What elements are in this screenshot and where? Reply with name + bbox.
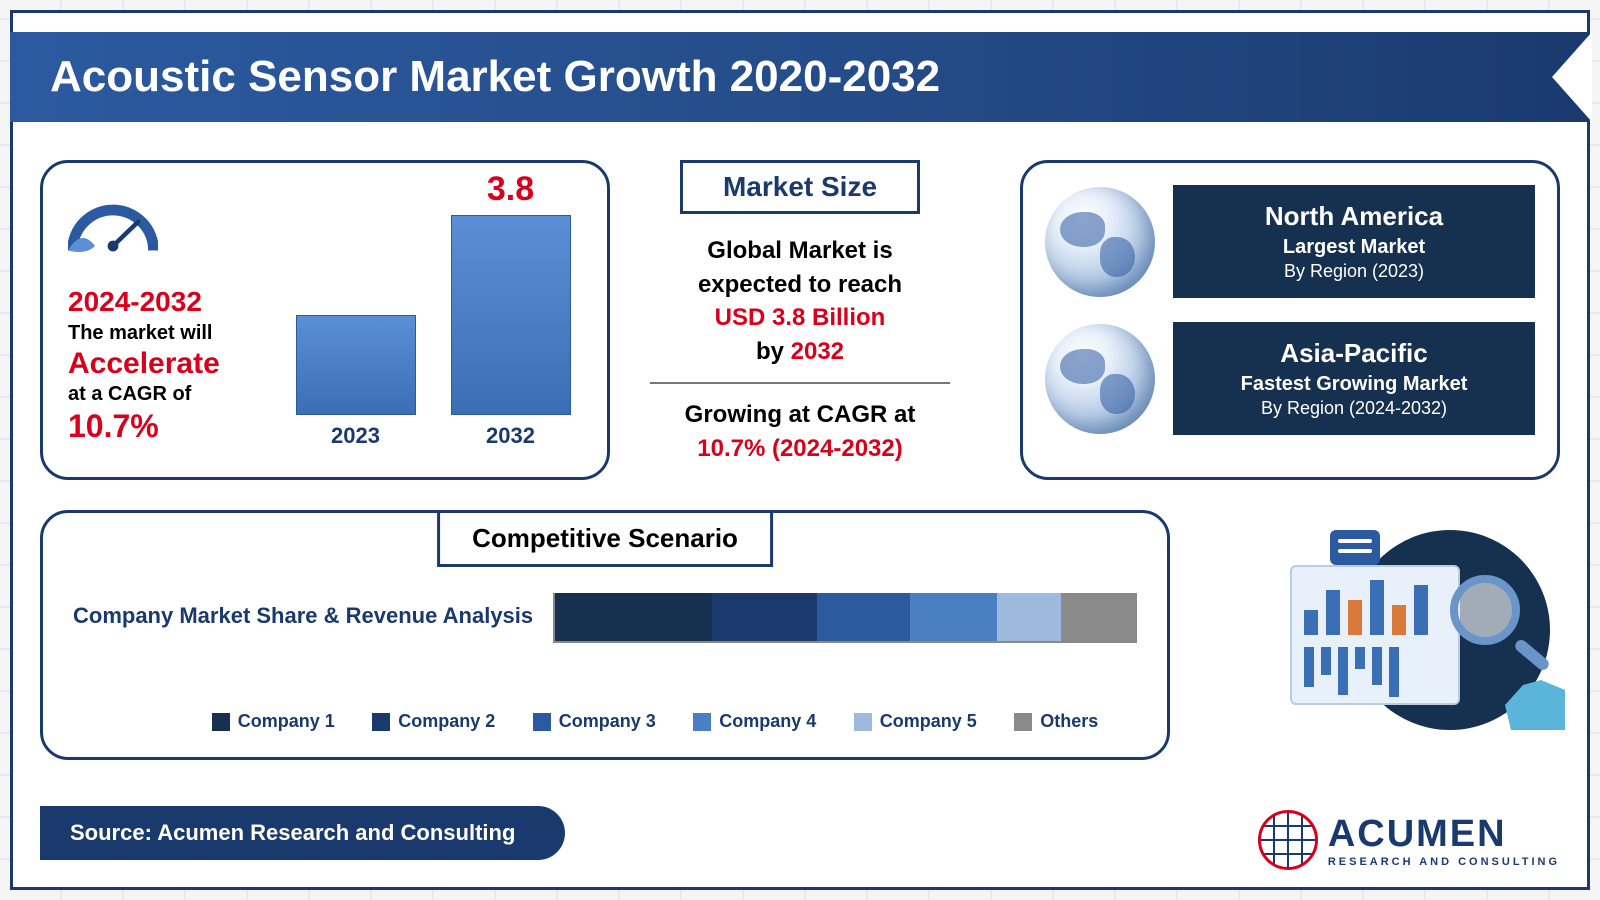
region-banner: Asia-Pacific Fastest Growing MarketBy Reg…: [1173, 322, 1535, 435]
stacked-segment: [910, 593, 997, 641]
stacked-bar-chart: [553, 593, 1137, 643]
legend-label: Others: [1040, 711, 1098, 732]
legend-item: Company 1: [212, 711, 335, 732]
bar-label: 2023: [331, 423, 380, 449]
legend-swatch: [693, 713, 711, 731]
legend-swatch: [212, 713, 230, 731]
title-banner: Acoustic Sensor Market Growth 2020-2032: [10, 32, 1590, 122]
bar-rect: [451, 215, 571, 415]
stacked-segment: [1061, 593, 1137, 641]
panel-accelerate: 2024-2032 The market will Accelerate at …: [40, 160, 610, 480]
bar-rect: [296, 315, 416, 415]
market-size-line: by 2032: [640, 335, 960, 369]
analytics-illustration: [1290, 520, 1550, 750]
stacked-segment: [997, 593, 1061, 641]
acumen-logo: ACUMEN RESEARCH AND CONSULTING: [1258, 810, 1560, 870]
legend-item: Company 5: [854, 711, 977, 732]
region-name: Asia-Pacific: [1193, 338, 1515, 369]
region-banner: North America Largest MarketBy Region (20…: [1173, 185, 1535, 298]
dashboard-icon: [1290, 565, 1460, 705]
region-sub2: By Region (2023): [1193, 261, 1515, 282]
speech-bubble-icon: [1330, 530, 1380, 565]
region-sub2: By Region (2024-2032): [1193, 398, 1515, 419]
accel-cagr: 10.7%: [68, 408, 268, 445]
bar-value: 3.8: [487, 170, 534, 209]
stacked-segment: [712, 593, 817, 641]
panel-competitive: Competitive Scenario Company Market Shar…: [40, 510, 1170, 760]
market-size-line: Global Market is: [640, 234, 960, 268]
legend-swatch: [1014, 713, 1032, 731]
market-size-line: 10.7% (2024-2032): [640, 432, 960, 466]
panel-regions: North AmericaLargest MarketBy Region (20…: [1020, 160, 1560, 480]
legend-swatch: [854, 713, 872, 731]
bar-label: 2032: [486, 423, 535, 449]
logo-subtitle: RESEARCH AND CONSULTING: [1328, 856, 1560, 868]
accel-line1: The market will: [68, 322, 268, 345]
region-sub1: Fastest Growing Market: [1193, 373, 1515, 396]
market-size-block: Market Size Global Market isexpected to …: [640, 160, 960, 466]
legend-label: Company 5: [880, 711, 977, 732]
growth-bar-chart: 20233.82032: [278, 179, 588, 449]
source-label: Source: Acumen Research and Consulting: [40, 806, 565, 860]
bar-group: 2023: [296, 275, 416, 449]
accel-period: 2024-2032: [68, 286, 268, 318]
legend-item: Company 3: [533, 711, 656, 732]
legend-swatch: [372, 713, 390, 731]
region-row: Asia-Pacific Fastest Growing MarketBy Reg…: [1045, 322, 1535, 435]
logo-globe-icon: [1258, 810, 1318, 870]
market-size-line: Growing at CAGR at: [640, 398, 960, 432]
legend-label: Company 3: [559, 711, 656, 732]
logo-name: ACUMEN: [1328, 813, 1560, 856]
region-sub1: Largest Market: [1193, 236, 1515, 259]
legend-label: Company 2: [398, 711, 495, 732]
stacked-segment: [817, 593, 910, 641]
legend-label: Company 4: [719, 711, 816, 732]
market-size-line: expected to reach: [640, 268, 960, 302]
legend-item: Company 2: [372, 711, 495, 732]
gauge-icon: [68, 193, 158, 263]
region-row: North America Largest MarketBy Region (20…: [1045, 185, 1535, 298]
legend-label: Company 1: [238, 711, 335, 732]
market-size-below: Growing at CAGR at10.7% (2024-2032): [640, 398, 960, 465]
competitive-label: Company Market Share & Revenue Analysis: [73, 603, 533, 629]
stacked-segment: [555, 593, 712, 641]
market-size-body: Global Market isexpected to reachUSD 3.8…: [640, 234, 960, 368]
region-name: North America: [1193, 201, 1515, 232]
accel-word: Accelerate: [68, 347, 268, 381]
page-title: Acoustic Sensor Market Growth 2020-2032: [50, 52, 940, 102]
legend-swatch: [533, 713, 551, 731]
market-size-divider: [650, 382, 950, 384]
market-size-line: USD 3.8 Billion: [640, 301, 960, 335]
competitive-legend: Company 1 Company 2 Company 3 Company 4 Comp…: [193, 711, 1117, 732]
globe-icon: [1045, 187, 1155, 297]
magnifier-icon: [1450, 575, 1530, 655]
accelerate-text-block: 2024-2032 The market will Accelerate at …: [68, 193, 268, 445]
bar-group: 3.8 2032: [451, 170, 571, 449]
competitive-title: Competitive Scenario: [437, 510, 773, 567]
globe-icon: [1045, 324, 1155, 434]
market-size-title: Market Size: [680, 160, 920, 214]
legend-item: Others: [1014, 711, 1098, 732]
legend-item: Company 4: [693, 711, 816, 732]
accel-line2: at a CAGR of: [68, 383, 268, 406]
